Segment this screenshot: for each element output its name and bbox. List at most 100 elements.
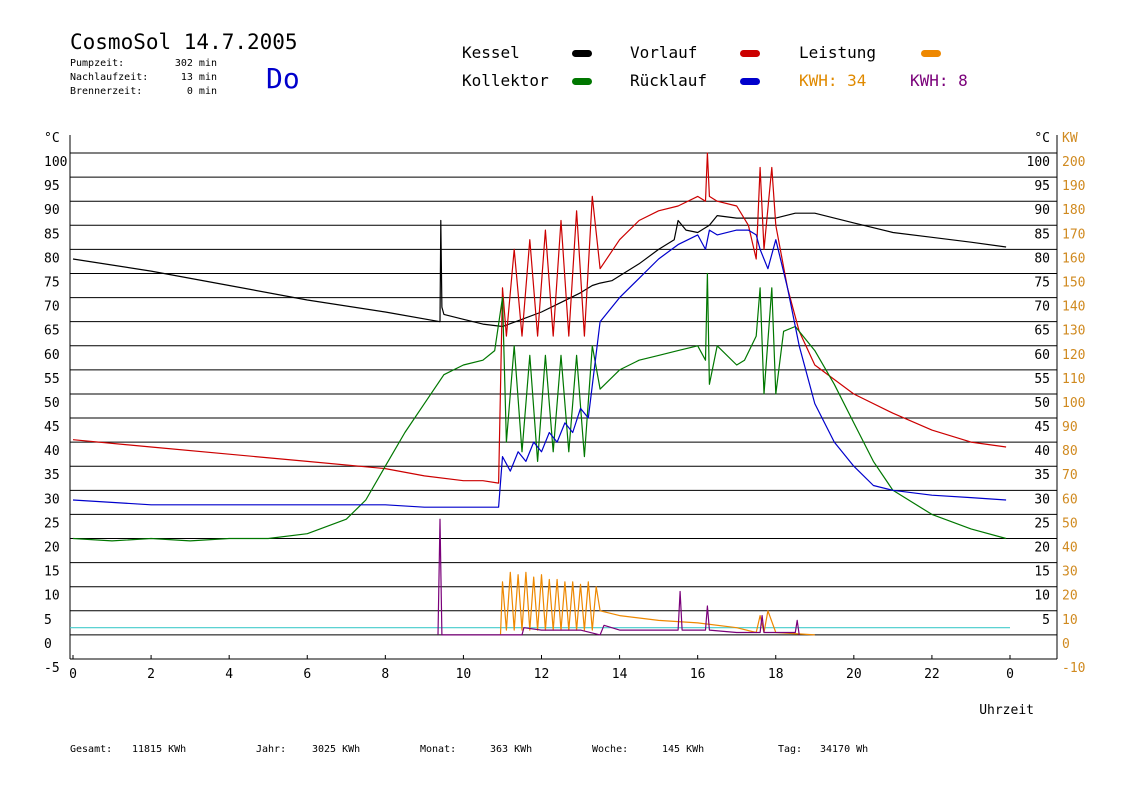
y-tick-right-kw: 0 [1062, 637, 1070, 652]
y-tick-left: 15 [44, 565, 60, 580]
y-tick-right-c: 25 [1034, 516, 1050, 531]
y-tick-right-kw: 160 [1062, 251, 1085, 266]
y-tick-left: 20 [44, 541, 60, 556]
y-tick-right-kw: 180 [1062, 203, 1085, 218]
x-tick-label: 12 [534, 667, 550, 682]
footer-jahr-label: Jahr: [256, 744, 287, 755]
series-line-kessel [72, 212, 1007, 328]
legend-ruecklauf-label: Rücklauf [630, 71, 708, 90]
y-tick-right-c: 95 [1034, 179, 1050, 194]
y-tick-right-c: 45 [1034, 420, 1050, 435]
y-tick-left: 100 [44, 155, 67, 170]
y-tick-left: 60 [44, 348, 60, 363]
y-tick-left: 10 [44, 589, 60, 604]
y-tick-right-c: 50 [1034, 396, 1050, 411]
y-tick-right-kw: 190 [1062, 179, 1085, 194]
footer-monat-value: 363 KWh [490, 744, 533, 755]
y-tick-right-kw: 140 [1062, 300, 1085, 315]
x-tick-label: 16 [690, 667, 706, 682]
y-tick-left: 70 [44, 300, 60, 315]
y-tick-right-kw: 90 [1062, 420, 1078, 435]
y-tick-right-kw: 110 [1062, 372, 1085, 387]
y-axis-unit-kw: KW [1062, 131, 1078, 146]
footer-jahr-value: 3025 KWh [312, 744, 361, 755]
y-tick-right-kw: 200 [1062, 155, 1085, 170]
legend-leistung-swatch [921, 50, 941, 57]
y-axis-unit-left: °C [44, 131, 60, 146]
y-tick-right-kw: 120 [1062, 348, 1085, 363]
y-tick-right-c: 80 [1034, 251, 1050, 266]
y-tick-right-kw: 40 [1062, 541, 1078, 556]
stat-label-pumpzeit: Pumpzeit: [70, 58, 125, 69]
y-tick-right-c: 30 [1034, 492, 1050, 507]
stat-value-brennerzeit: 0 min [186, 86, 217, 97]
x-tick-label: 0 [69, 667, 77, 682]
x-tick-label: 14 [612, 667, 628, 682]
y-tick-right-kw: 70 [1062, 468, 1078, 483]
y-tick-left: 75 [44, 275, 60, 290]
legend-kessel-swatch [572, 50, 592, 57]
footer-tag-label: Tag: [778, 744, 803, 755]
y-tick-right-c: 65 [1034, 324, 1050, 339]
y-tick-right-c: 60 [1034, 348, 1050, 363]
series-line-leistung [499, 571, 815, 636]
y-tick-right-c: 85 [1034, 227, 1050, 242]
page-title: CosmoSol 14.7.2005 [70, 30, 298, 54]
y-axis-unit-right: °C [1034, 131, 1050, 146]
x-tick-label: 0 [1006, 667, 1014, 682]
weekday-label: Do [266, 62, 300, 95]
y-tick-right-c: 75 [1034, 275, 1050, 290]
y-tick-right-kw: 150 [1062, 275, 1085, 290]
y-tick-left: 55 [44, 372, 60, 387]
x-tick-label: 6 [303, 667, 311, 682]
legend-leistung-label: Leistung [799, 43, 877, 62]
y-tick-left: 80 [44, 251, 60, 266]
y-tick-left: 85 [44, 227, 60, 242]
series-line-kollektor [72, 272, 1007, 542]
y-tick-right-c: 20 [1034, 541, 1050, 556]
y-tick-right-kw: 20 [1062, 589, 1078, 604]
legend-vorlauf-label: Vorlauf [630, 43, 698, 62]
y-tick-left: 25 [44, 516, 60, 531]
y-tick-right-c: 15 [1034, 565, 1050, 580]
y-tick-left: 40 [44, 444, 60, 459]
y-tick-left: 5 [44, 613, 52, 628]
y-tick-left: 50 [44, 396, 60, 411]
y-tick-right-kw: 50 [1062, 516, 1078, 531]
y-tick-right-c: 5 [1042, 613, 1050, 628]
x-tick-label: 10 [456, 667, 472, 682]
y-tick-right-kw: 10 [1062, 613, 1078, 628]
y-tick-right-kw: 130 [1062, 324, 1085, 339]
x-tick-label: 20 [846, 667, 862, 682]
y-tick-right-c: 40 [1034, 444, 1050, 459]
footer-woche-label: Woche: [592, 744, 629, 755]
legend-vorlauf-swatch [740, 50, 760, 57]
y-tick-right-kw: 60 [1062, 492, 1078, 507]
y-tick-right-c: 10 [1034, 589, 1050, 604]
footer-gesamt-value: 11815 KWh [132, 744, 187, 755]
footer-monat-label: Monat: [420, 744, 457, 755]
y-tick-right-c: 35 [1034, 468, 1050, 483]
y-tick-left: 35 [44, 468, 60, 483]
y-tick-right-kw: 100 [1062, 396, 1085, 411]
x-axis-label: Uhrzeit [979, 703, 1034, 718]
footer-woche-value: 145 KWh [662, 744, 705, 755]
x-tick-label: 18 [768, 667, 784, 682]
y-tick-right-c: 100 [1027, 155, 1050, 170]
x-tick-label: 4 [225, 667, 233, 682]
legend-kwh-leistung: KWH: 34 [799, 71, 867, 90]
stat-label-brennerzeit: Brennerzeit: [70, 86, 143, 97]
y-tick-left: 65 [44, 324, 60, 339]
y-tick-right-kw: 170 [1062, 227, 1085, 242]
y-tick-left: 90 [44, 203, 60, 218]
legend-kwh-second: KWH: 8 [910, 71, 968, 90]
x-tick-label: 8 [381, 667, 389, 682]
y-tick-left: 45 [44, 420, 60, 435]
footer-gesamt-label: Gesamt: [70, 744, 113, 755]
legend-kollektor-label: Kollektor [462, 71, 549, 90]
stat-value-pumpzeit: 302 min [174, 58, 217, 69]
stat-label-nachlaufzeit: Nachlaufzeit: [70, 72, 149, 83]
y-tick-left: 95 [44, 179, 60, 194]
x-tick-label: 2 [147, 667, 155, 682]
